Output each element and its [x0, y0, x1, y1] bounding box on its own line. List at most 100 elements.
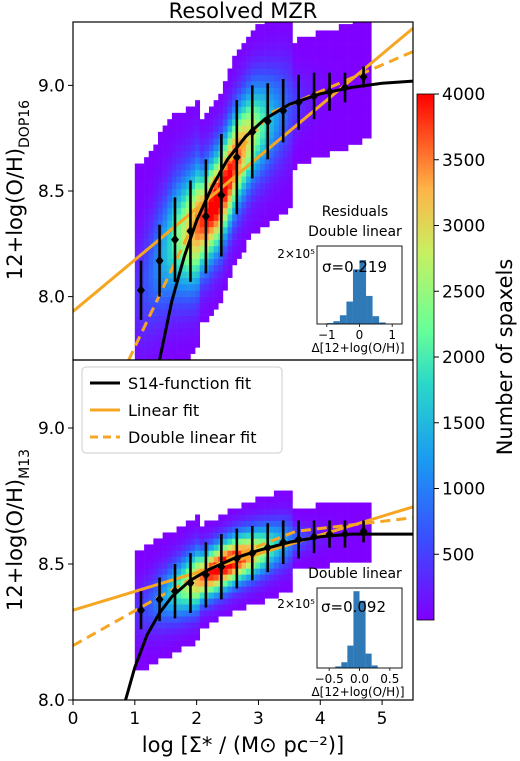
- heatmap-cell: [176, 328, 182, 335]
- heatmap-cell: [209, 131, 214, 139]
- heatmap-cell: [176, 207, 182, 215]
- heatmap-cell: [185, 640, 191, 647]
- heatmap-cell: [246, 226, 252, 234]
- heatmap-cell: [144, 610, 150, 617]
- heatmap-cell: [241, 586, 247, 593]
- heatmap-cell: [246, 195, 252, 202]
- heatmap-cell: [352, 502, 358, 509]
- heatmap-cell: [195, 106, 201, 114]
- heatmap-cell: [213, 598, 219, 605]
- heatmap-cell: [292, 68, 298, 76]
- heatmap-cell: [185, 290, 191, 297]
- heatmap-cell: [176, 182, 182, 190]
- heatmap-cell: [171, 315, 177, 323]
- heatmap-cell: [320, 556, 326, 563]
- heatmap-cell: [362, 502, 367, 509]
- x-tick-label: 0: [68, 709, 79, 729]
- heatmap-cell: [362, 119, 367, 126]
- heatmap-cell: [357, 544, 363, 551]
- heatmap-cell: [195, 340, 201, 348]
- heatmap-cell: [287, 36, 293, 44]
- heatmap-cell: [343, 100, 349, 107]
- heatmap-cell: [227, 580, 233, 587]
- heatmap-cell: [134, 226, 140, 234]
- heatmap-cell: [269, 49, 275, 57]
- heatmap-cell: [158, 328, 163, 335]
- heatmap-cell: [292, 556, 298, 563]
- heatmap-cell: [273, 157, 279, 164]
- heatmap-cell: [204, 296, 210, 304]
- heatmap-cell: [287, 112, 293, 120]
- heatmap-cell: [366, 93, 372, 101]
- median-point: [325, 86, 334, 97]
- heatmap-cell: [176, 258, 182, 266]
- heatmap-cell: [283, 520, 289, 527]
- histogram-bar: [366, 295, 373, 324]
- heatmap-cell: [213, 195, 219, 202]
- heatmap-cell: [199, 245, 205, 253]
- heatmap-cell: [190, 526, 196, 533]
- heatmap-cell: [320, 68, 326, 76]
- inset-x-tick-label: 0.0: [350, 672, 369, 686]
- heatmap-cell: [264, 24, 270, 31]
- heatmap-cell: [190, 157, 196, 164]
- heatmap-cell: [148, 574, 154, 581]
- heatmap-cell: [306, 550, 312, 557]
- heatmap-cell: [292, 87, 298, 95]
- heatmap-cell: [171, 532, 177, 539]
- heatmap-cell: [362, 106, 367, 114]
- heatmap-cell: [255, 182, 261, 190]
- heatmap-cell: [297, 55, 303, 63]
- heatmap-cell: [246, 182, 252, 190]
- heatmap-cell: [199, 214, 205, 221]
- heatmap-cell: [232, 207, 238, 215]
- histogram-bar: [326, 323, 334, 324]
- heatmap-cell: [134, 622, 140, 629]
- heatmap-cell: [324, 119, 330, 126]
- heatmap-cell: [158, 220, 163, 228]
- heatmap-cell: [162, 176, 168, 183]
- heatmap-cell: [306, 55, 312, 63]
- heatmap-cell: [283, 49, 289, 57]
- heatmap-cell: [343, 106, 349, 114]
- median-point: [186, 226, 195, 237]
- heatmap-cell: [306, 157, 312, 164]
- heatmap-cell: [190, 347, 196, 354]
- heatmap-cell: [144, 182, 150, 190]
- heatmap-cell: [222, 214, 228, 221]
- heatmap-cell: [209, 271, 214, 278]
- ylabel-top-sub: DOP16: [17, 100, 33, 148]
- heatmap-cell: [158, 315, 163, 323]
- heatmap-cell: [278, 520, 284, 527]
- heatmap-cell: [366, 544, 372, 551]
- heatmap-cell: [227, 106, 233, 114]
- heatmap-cell: [162, 182, 168, 190]
- heatmap-cell: [246, 68, 252, 76]
- heatmap-cell: [250, 520, 256, 527]
- heatmap-cell: [232, 62, 238, 69]
- inset-top-title-2: Double linear: [308, 224, 402, 240]
- heatmap-cell: [260, 188, 265, 196]
- heatmap-cell: [144, 622, 150, 629]
- heatmap-cell: [222, 598, 228, 605]
- heatmap-cell: [199, 277, 205, 285]
- heatmap-cell: [315, 125, 321, 133]
- median-point: [155, 594, 164, 605]
- heatmap-cell: [273, 62, 279, 69]
- heatmap-cell: [185, 214, 191, 221]
- heatmap-cell: [218, 93, 224, 101]
- heatmap-cell: [209, 544, 214, 551]
- heatmap-cell: [241, 562, 247, 569]
- heatmap-cell: [218, 526, 224, 533]
- heatmap-cell: [311, 150, 316, 158]
- heatmap-cell: [176, 125, 182, 133]
- heatmap-cell: [287, 532, 293, 539]
- heatmap-cell: [204, 520, 210, 527]
- heatmap-cell: [227, 532, 233, 539]
- heatmap-cell: [246, 544, 252, 551]
- heatmap-cell: [176, 214, 182, 221]
- heatmap-cell: [260, 207, 265, 215]
- heatmap-cell: [176, 334, 182, 342]
- colorbar-gradient: [416, 93, 435, 621]
- heatmap-cell: [222, 556, 228, 563]
